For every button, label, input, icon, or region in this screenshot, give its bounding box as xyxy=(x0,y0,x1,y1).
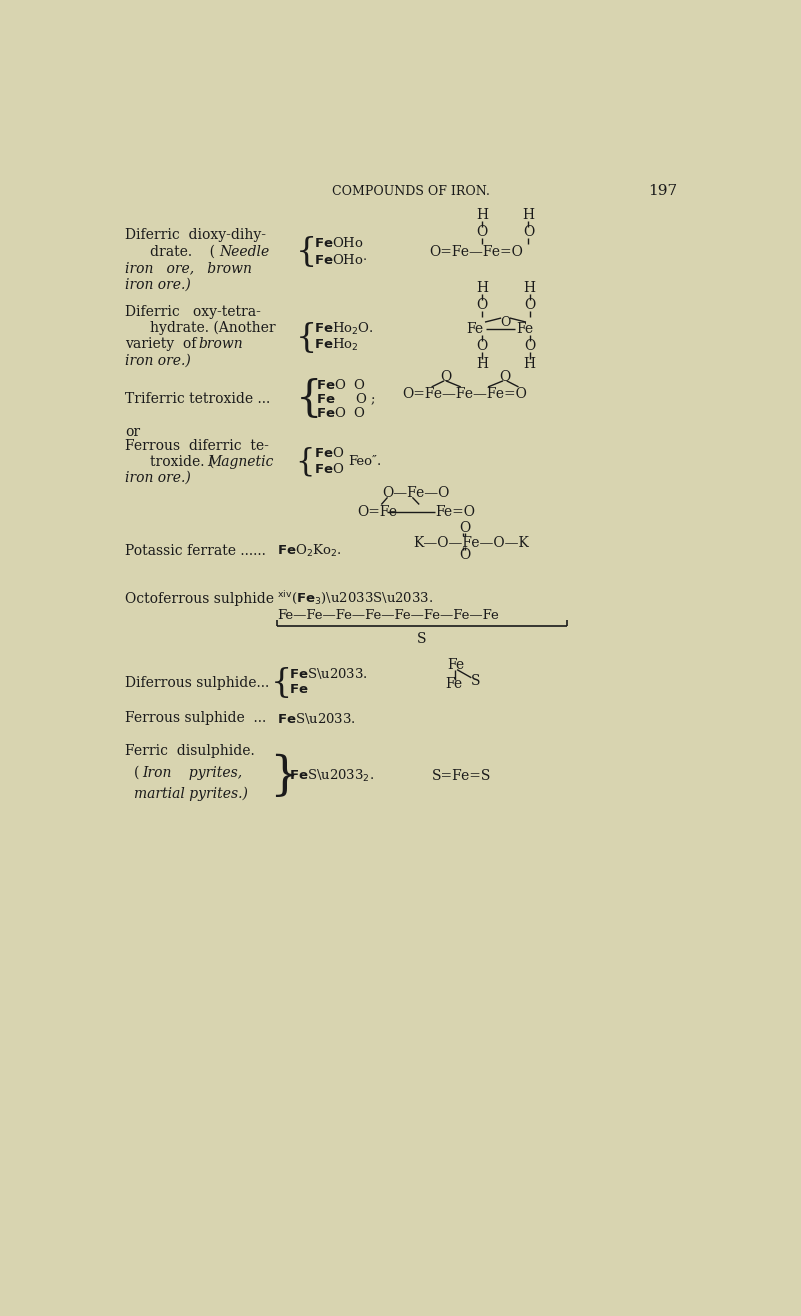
Text: Triferric tetroxide ...: Triferric tetroxide ... xyxy=(125,392,270,407)
Text: {: { xyxy=(296,322,317,354)
Text: Ferrous sulphide  ...: Ferrous sulphide ... xyxy=(125,711,266,725)
Text: S: S xyxy=(417,632,427,646)
Text: $\mathbf{Fe}$OHo: $\mathbf{Fe}$OHo xyxy=(314,236,364,250)
Text: troxide. (: troxide. ( xyxy=(150,455,214,468)
Text: O=Fe—Fe—Fe=O: O=Fe—Fe—Fe=O xyxy=(402,387,527,401)
Text: 197: 197 xyxy=(648,184,678,199)
Text: brown: brown xyxy=(198,337,243,351)
Text: $\mathbf{Fe}$OHo$\cdot$: $\mathbf{Fe}$OHo$\cdot$ xyxy=(314,253,368,267)
Text: O: O xyxy=(524,297,535,312)
Text: O: O xyxy=(460,549,471,562)
Text: or: or xyxy=(125,425,140,438)
Text: iron ore.): iron ore.) xyxy=(125,354,191,367)
Text: O: O xyxy=(460,521,471,534)
Text: $\mathbf{Fe}$Ho$_2$: $\mathbf{Fe}$Ho$_2$ xyxy=(314,337,359,354)
Text: $\mathbf{Fe}$: $\mathbf{Fe}$ xyxy=(289,683,309,696)
Text: Diferric  dioxy-dihy-: Diferric dioxy-dihy- xyxy=(125,228,266,242)
Text: Fe: Fe xyxy=(516,322,533,336)
Text: Ferrous  diferric  te-: Ferrous diferric te- xyxy=(125,438,269,453)
Text: S: S xyxy=(471,674,481,688)
Text: O: O xyxy=(441,370,452,384)
Text: Needle: Needle xyxy=(219,245,270,259)
Text: (: ( xyxy=(135,766,139,780)
Text: Diferrous sulphide...: Diferrous sulphide... xyxy=(125,676,269,690)
Text: O=Fe—Fe=O: O=Fe—Fe=O xyxy=(429,245,523,259)
Text: COMPOUNDS OF IRON.: COMPOUNDS OF IRON. xyxy=(332,184,489,197)
Text: Ferric  disulphide.: Ferric disulphide. xyxy=(125,744,255,758)
Text: O: O xyxy=(523,225,534,240)
Text: Magnetic: Magnetic xyxy=(207,455,273,468)
Text: H: H xyxy=(524,357,536,371)
Text: O: O xyxy=(499,370,510,384)
Text: Fe—Fe—Fe—Fe—Fe—Fe—Fe—Fe: Fe—Fe—Fe—Fe—Fe—Fe—Fe—Fe xyxy=(277,609,499,622)
Text: $^{\rm xiv}$($\mathbf{Fe}_3$)\u2033S\u2033.: $^{\rm xiv}$($\mathbf{Fe}_3$)\u2033S\u20… xyxy=(277,590,433,607)
Text: $\mathbf{Fe}$O$_2$Ko$_2$.: $\mathbf{Fe}$O$_2$Ko$_2$. xyxy=(277,544,341,559)
Text: Fe=O: Fe=O xyxy=(436,504,475,519)
Text: {: { xyxy=(271,667,292,699)
Text: }: } xyxy=(269,754,299,799)
Text: iron ore.): iron ore.) xyxy=(125,471,191,486)
Text: {: { xyxy=(296,378,322,420)
Text: Iron    pyrites,: Iron pyrites, xyxy=(143,766,243,780)
Text: iron ore.): iron ore.) xyxy=(125,278,191,292)
Text: $\mathbf{Fe}$Ho$_2$O.: $\mathbf{Fe}$Ho$_2$O. xyxy=(314,321,374,337)
Text: $\mathbf{Fe}$S\u2033.: $\mathbf{Fe}$S\u2033. xyxy=(277,711,356,726)
Text: $\mathbf{Fe}$S\u2033$_2$.: $\mathbf{Fe}$S\u2033$_2$. xyxy=(289,769,375,784)
Text: Fe: Fe xyxy=(466,322,484,336)
Text: $\mathbf{Fe}$O: $\mathbf{Fe}$O xyxy=(314,446,344,459)
Text: O: O xyxy=(477,297,488,312)
Text: drate.    (: drate. ( xyxy=(150,245,215,259)
Text: H: H xyxy=(476,280,488,295)
Text: iron   ore,   brown: iron ore, brown xyxy=(125,262,252,275)
Text: hydrate. (Another: hydrate. (Another xyxy=(150,321,276,336)
Text: O: O xyxy=(477,225,488,240)
Text: K—O—Fe—O—K: K—O—Fe—O—K xyxy=(413,536,529,550)
Text: H: H xyxy=(476,208,488,221)
Text: {: { xyxy=(296,236,317,268)
Text: $\mathbf{Fe}$O: $\mathbf{Fe}$O xyxy=(314,462,344,476)
Text: martial pyrites.): martial pyrites.) xyxy=(135,787,248,801)
Text: $\mathbf{Fe}$S\u2033.: $\mathbf{Fe}$S\u2033. xyxy=(289,666,368,682)
Text: Octoferrous sulphide: Octoferrous sulphide xyxy=(125,592,274,605)
Text: O: O xyxy=(524,340,535,354)
Text: $\mathbf{Fe}$O  O: $\mathbf{Fe}$O O xyxy=(316,407,365,420)
Text: Diferric   oxy-tetra-: Diferric oxy-tetra- xyxy=(125,305,261,318)
Text: H: H xyxy=(524,280,536,295)
Text: variety  of: variety of xyxy=(125,337,205,351)
Text: Fe: Fe xyxy=(445,676,462,691)
Text: O: O xyxy=(501,316,511,329)
Text: O—Fe—O: O—Fe—O xyxy=(383,487,450,500)
Text: Fe: Fe xyxy=(448,658,465,671)
Text: O: O xyxy=(477,340,488,354)
Text: Feo″.: Feo″. xyxy=(348,455,382,468)
Text: $\mathbf{Fe}$     O ;: $\mathbf{Fe}$ O ; xyxy=(316,391,376,407)
Text: Potassic ferrate ......: Potassic ferrate ...... xyxy=(125,544,266,558)
Text: S=Fe=S: S=Fe=S xyxy=(433,769,492,783)
Text: H: H xyxy=(522,208,534,221)
Text: {: { xyxy=(296,446,315,478)
Text: H: H xyxy=(476,357,488,371)
Text: $\mathbf{Fe}$O  O: $\mathbf{Fe}$O O xyxy=(316,378,365,392)
Text: O=Fe: O=Fe xyxy=(358,504,398,519)
